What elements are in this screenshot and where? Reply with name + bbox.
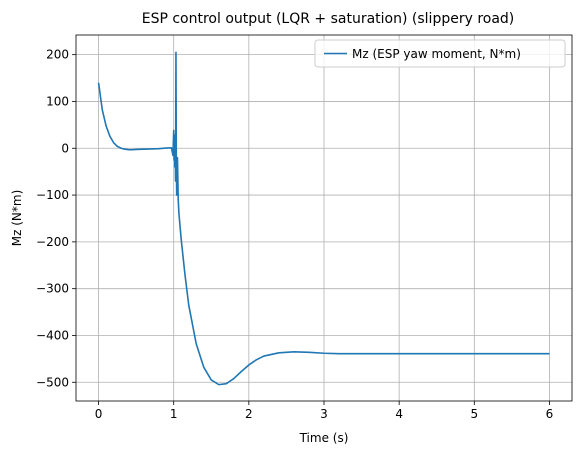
y-tick-label: 200 — [46, 48, 69, 62]
y-axis: 200 100 0 −100 −200 −300 −400 −500 — [36, 48, 76, 389]
x-tick-label: 5 — [470, 407, 478, 421]
x-tick-label: 4 — [395, 407, 403, 421]
legend: Mz (ESP yaw moment, N*m) — [314, 39, 566, 68]
plot-area — [97, 51, 550, 386]
y-tick-label: −100 — [36, 188, 69, 202]
series-line — [97, 51, 550, 386]
x-tick-label: 1 — [170, 407, 178, 421]
y-tick-label: −200 — [36, 235, 69, 249]
y-tick-label: 100 — [46, 94, 69, 108]
y-axis-label: Mz (N*m) — [10, 190, 24, 247]
legend-entry-label: Mz (ESP yaw moment, N*m) — [352, 47, 521, 61]
y-tick-label: −400 — [36, 328, 69, 342]
x-tick-label: 6 — [546, 407, 554, 421]
x-tick-label: 3 — [320, 407, 328, 421]
x-tick-label: 2 — [245, 407, 253, 421]
x-tick-label: 0 — [95, 407, 103, 421]
chart-title: ESP control output (LQR + saturation) (s… — [142, 11, 515, 27]
grid — [76, 35, 572, 401]
x-axis: 0 1 2 3 4 5 6 — [95, 401, 554, 421]
y-tick-label: −300 — [36, 282, 69, 296]
legend-box — [314, 39, 566, 68]
x-axis-label: Time (s) — [299, 431, 349, 445]
y-tick-label: −500 — [36, 375, 69, 389]
y-tick-label: 0 — [61, 141, 69, 155]
